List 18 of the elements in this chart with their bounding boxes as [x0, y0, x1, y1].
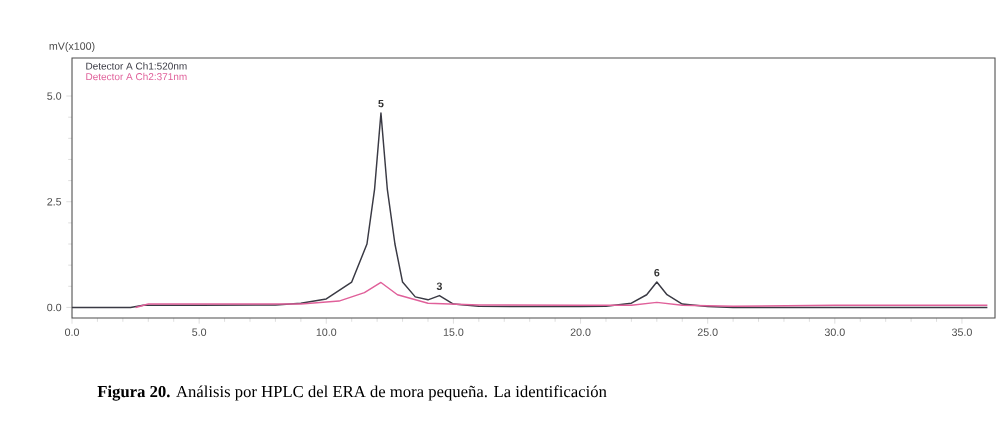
- annotation: 6: [654, 268, 660, 277]
- annotation: 3: [436, 282, 442, 290]
- x-tick-label: 15.0: [443, 328, 464, 336]
- x-tick-label: 30.0: [824, 328, 845, 336]
- y-tick-label: 5.0: [47, 92, 62, 100]
- text: Detector A Ch1:520nm: [86, 62, 187, 70]
- x-tick-label: 35.0: [951, 328, 972, 336]
- y-tick-label: 2.5: [47, 197, 62, 206]
- annotation: 5: [378, 99, 384, 108]
- x-tick-label: 10.0: [316, 328, 337, 336]
- x-tick-label: 25.0: [697, 328, 718, 336]
- y-tick-label: 0.0: [47, 303, 62, 312]
- x-tick-label: 5.0: [192, 328, 207, 336]
- text: Detector A Ch2:371nm: [86, 72, 187, 81]
- text: Figura 20. Análisis por HPLC del ERA de mora pequeña. La identificación: [97, 385, 607, 401]
- x-tick-label: 0.0: [65, 328, 80, 336]
- y-axis-title: mV(x100): [49, 42, 95, 52]
- x-tick-label: 20.0: [570, 328, 591, 336]
